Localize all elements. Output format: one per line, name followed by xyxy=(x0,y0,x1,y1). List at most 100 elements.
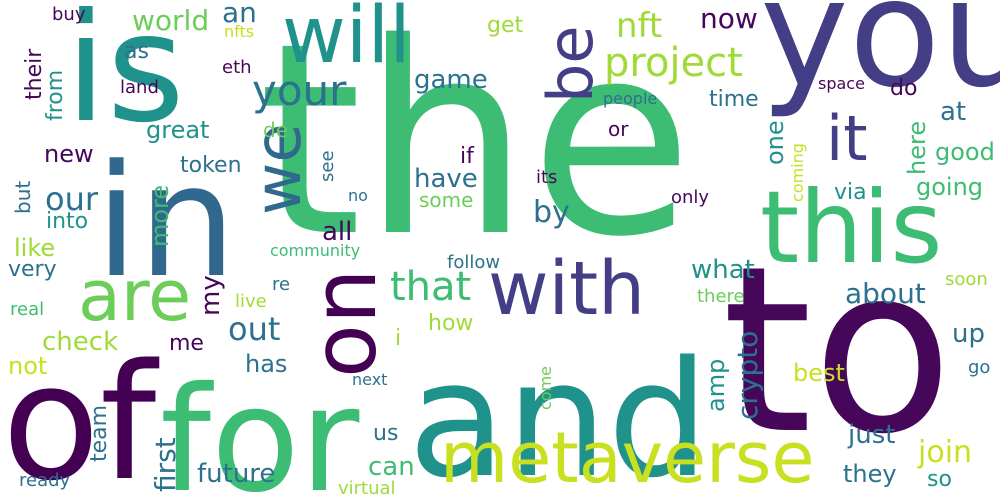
word-token: token xyxy=(180,153,242,178)
word-time: time xyxy=(709,87,759,112)
word-and: and xyxy=(408,326,709,500)
word-amp: amp xyxy=(702,359,730,412)
word-eth: eth xyxy=(222,57,252,78)
word-so: so xyxy=(927,467,952,492)
word-more: more xyxy=(146,185,174,247)
word-community: community xyxy=(270,241,360,260)
word-by: by xyxy=(533,195,570,230)
word-up: up xyxy=(952,319,985,349)
word-check: check xyxy=(42,327,118,357)
word-some: some xyxy=(419,188,473,212)
word-land: land xyxy=(120,77,159,98)
word-in: in xyxy=(95,131,236,312)
word-out: out xyxy=(228,310,280,348)
word-next: next xyxy=(352,370,387,389)
word-metaverse: metaverse xyxy=(440,417,814,499)
word-de: de xyxy=(263,118,288,142)
word-buy: buy xyxy=(52,4,86,25)
word-into: into xyxy=(46,209,88,234)
word-at: at xyxy=(940,97,966,127)
word-me: me xyxy=(169,331,204,356)
word-do: do xyxy=(890,76,917,101)
word-they: they xyxy=(843,460,897,488)
word-the: the xyxy=(258,0,693,295)
word-nfts: nfts xyxy=(224,22,254,41)
word-is: is xyxy=(65,0,185,156)
word-you: you xyxy=(760,0,1000,121)
word-not: not xyxy=(8,352,47,380)
word-ready: ready xyxy=(19,470,71,491)
word-with: with xyxy=(488,246,645,332)
word-join: join xyxy=(917,435,972,470)
word-be: be xyxy=(534,26,607,104)
word-live: live xyxy=(235,291,267,312)
word-it: it xyxy=(826,102,868,175)
word-via: via xyxy=(834,180,867,205)
word-or: or xyxy=(608,117,629,141)
word-us: us xyxy=(373,421,398,446)
word-your: your xyxy=(252,66,347,115)
word-get: get xyxy=(487,13,524,38)
word-to: to xyxy=(722,218,953,485)
word-just: just xyxy=(847,420,895,450)
word-see: see xyxy=(317,150,338,182)
word-its: its xyxy=(536,167,557,188)
word-about: about xyxy=(845,277,926,310)
word-come: come xyxy=(536,366,555,410)
word-of: of xyxy=(2,329,160,500)
word-but: but xyxy=(11,181,35,214)
word-i: i xyxy=(395,326,401,351)
word-one: one xyxy=(761,120,789,165)
word-crypto: crypto xyxy=(731,331,764,420)
word-are: are xyxy=(78,255,191,337)
word-future: future xyxy=(197,459,275,489)
word-their: their xyxy=(22,48,47,100)
word-world: world xyxy=(132,4,209,37)
word-on: on xyxy=(293,268,396,378)
word-first: first xyxy=(149,437,182,492)
word-project: project xyxy=(604,40,743,86)
word-re: re xyxy=(272,274,290,295)
word-will: will xyxy=(282,0,411,81)
word-good: good xyxy=(935,138,995,166)
word-this: this xyxy=(760,169,942,286)
word-we: we xyxy=(242,123,316,215)
word-here: here xyxy=(903,121,931,175)
word-my: my xyxy=(196,275,226,316)
word-there: there xyxy=(697,286,745,307)
word-as: as xyxy=(124,39,149,64)
word-no: no xyxy=(348,186,368,205)
word-new: new xyxy=(44,140,94,168)
word-very: very xyxy=(8,257,57,282)
word-team: team xyxy=(87,405,112,462)
word-going: going xyxy=(916,173,983,201)
word-space: space xyxy=(818,74,865,93)
word-have: have xyxy=(414,164,478,194)
word-soon: soon xyxy=(945,269,988,290)
word-from: from xyxy=(43,70,68,121)
word-if: if xyxy=(460,144,475,169)
word-best: best xyxy=(793,359,845,387)
word-has: has xyxy=(245,350,287,378)
word-go: go xyxy=(968,357,990,378)
word-an: an xyxy=(222,0,257,29)
word-what: what xyxy=(691,255,755,285)
word-like: like xyxy=(14,234,55,262)
word-all: all xyxy=(322,217,352,247)
word-nft: nft xyxy=(616,6,662,46)
word-virtual: virtual xyxy=(338,478,396,499)
word-our: our xyxy=(45,180,99,218)
word-now: now xyxy=(700,2,758,35)
word-great: great xyxy=(146,116,209,144)
word-real: real xyxy=(10,299,44,320)
word-for: for xyxy=(160,356,360,500)
word-follow: follow xyxy=(447,252,500,273)
word-people: people xyxy=(603,89,657,108)
word-can: can xyxy=(368,452,415,482)
word-game: game xyxy=(414,65,488,95)
word-that: that xyxy=(390,264,471,310)
word-coming: coming xyxy=(788,143,807,202)
word-how: how xyxy=(428,311,473,336)
word-only: only xyxy=(671,187,709,208)
